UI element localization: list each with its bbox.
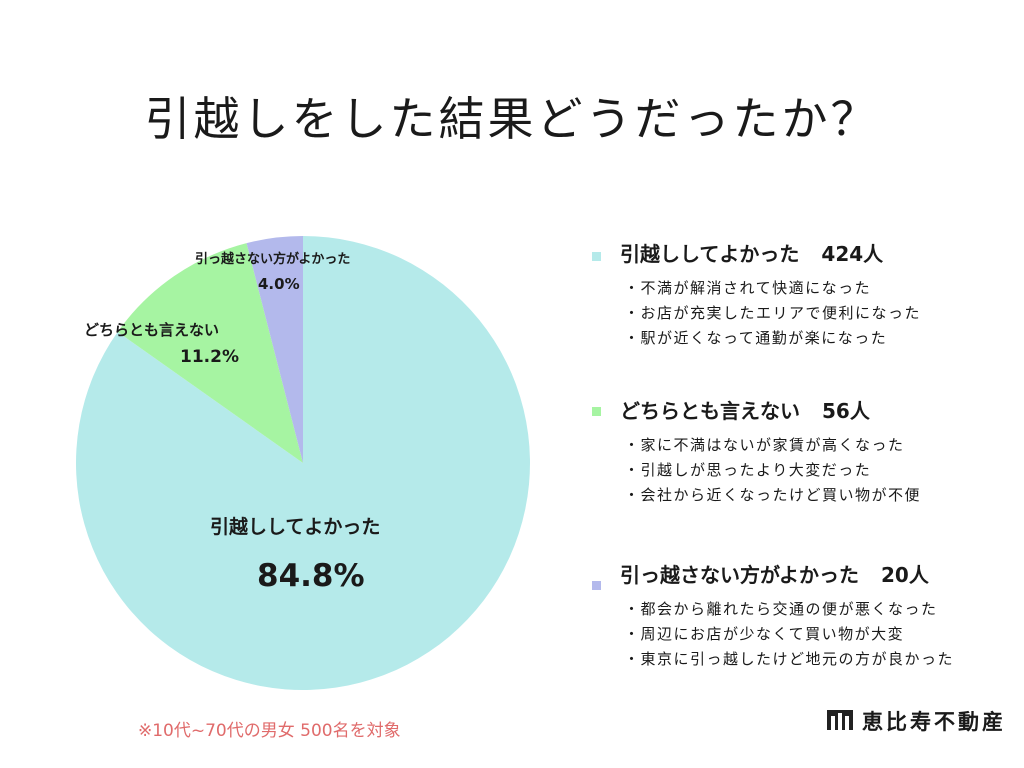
legend-swatch-bad: [592, 581, 601, 590]
reason-item: 家に不満はないが家賃が高くなった: [624, 433, 1010, 458]
slice-label-bad: 引っ越さない方がよかった: [195, 252, 351, 267]
company-name: 恵比寿不動産: [862, 710, 1006, 734]
reason-item: 不満が解消されて快適になった: [624, 276, 1010, 301]
legend-group-good: 引越ししてよかった 424人 不満が解消されて快適になった お店が充実したエリアで…: [590, 238, 1010, 351]
reason-item: 引越しが思ったより大変だった: [624, 458, 1010, 483]
legend-label-bad: 引っ越さない方がよかった: [620, 563, 859, 587]
legend-swatch-neutral: [592, 407, 601, 416]
slice-label-good: 引越ししてよかった: [210, 516, 381, 538]
reason-item: 駅が近くなって通勤が楽になった: [624, 326, 1010, 351]
pie-slice-neutral: [117, 243, 304, 463]
reason-item: 周辺にお店が少なくて買い物が大変: [624, 622, 1010, 647]
slice-value-neutral: 11.2%: [180, 347, 239, 367]
pie-slice-bad: [246, 236, 303, 463]
reason-item: お店が充実したエリアで便利になった: [624, 301, 1010, 326]
reason-list-good: 不満が解消されて快適になった お店が充実したエリアで便利になった 駅が近くなって…: [624, 276, 1010, 351]
legend-title-neutral: どちらとも言えない 56人: [620, 395, 870, 424]
page-title: 引越しをした結果どうだったか？: [144, 92, 880, 146]
reason-item: 都会から離れたら交通の便が悪くなった: [624, 597, 1010, 622]
legend-swatch-good: [592, 252, 601, 261]
legend-title-bad: 引っ越さない方がよかった 20人: [620, 559, 929, 588]
reason-item: 東京に引っ越したけど地元の方が良かった: [624, 647, 1010, 672]
legend-count-bad: 20人: [881, 563, 929, 587]
reason-item: 会社から近くなったけど買い物が不便: [624, 483, 1010, 508]
reason-list-bad: 都会から離れたら交通の便が悪くなった 周辺にお店が少なくて買い物が大変 東京に引…: [624, 597, 1010, 672]
legend-group-neutral: どちらとも言えない 56人 家に不満はないが家賃が高くなった 引越しが思ったより大…: [590, 395, 1010, 508]
reason-list-neutral: 家に不満はないが家賃が高くなった 引越しが思ったより大変だった 会社から近くなっ…: [624, 433, 1010, 508]
legend-group-bad: 引っ越さない方がよかった 20人 都会から離れたら交通の便が悪くなった 周辺にお店…: [590, 559, 1010, 672]
survey-note: ※10代~70代の男女 500名を対象: [138, 721, 401, 741]
slice-value-bad: 4.0%: [258, 275, 300, 293]
legend-title-good: 引越ししてよかった 424人: [620, 238, 883, 267]
slice-label-neutral: どちらとも言えない: [84, 321, 220, 339]
legend-count-neutral: 56人: [822, 399, 870, 423]
legend-label-good: 引越ししてよかった: [620, 242, 800, 266]
legend-label-neutral: どちらとも言えない: [620, 399, 800, 423]
building-logo-icon: [827, 710, 853, 730]
legend-count-good: 424人: [821, 242, 884, 266]
slice-value-good: 84.8%: [257, 558, 365, 594]
